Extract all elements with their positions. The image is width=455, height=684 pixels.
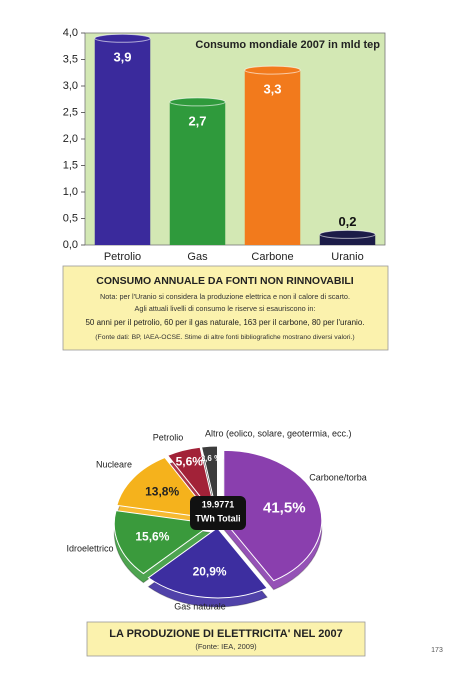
center-label: 19.9771 xyxy=(202,499,235,509)
slice xyxy=(147,527,268,599)
value-label: 2,7 xyxy=(188,113,206,128)
value-label: 0,2 xyxy=(338,214,356,229)
y-tick-label: 2,0 xyxy=(63,133,78,145)
caption-title: LA PRODUZIONE DI ELETTRICITA' NEL 2007 xyxy=(109,628,342,640)
caption-note: Nota: per l'Uranio si considera la produ… xyxy=(100,292,350,301)
bar-top xyxy=(319,229,376,239)
bar xyxy=(319,234,376,245)
y-tick-label: 3,5 xyxy=(63,53,78,65)
value-label: 13,8% xyxy=(145,485,179,499)
y-tick-label: 2,5 xyxy=(63,106,78,118)
slice xyxy=(113,510,214,575)
caption-box xyxy=(62,265,389,351)
chart-title: Consumo mondiale 2007 in mld tep xyxy=(195,39,380,51)
y-tick-label: 1,0 xyxy=(63,186,78,198)
center-label: TWh Totali xyxy=(195,513,240,523)
category-label: Altro (eolico, solare, geotermia, ecc.) xyxy=(205,428,352,438)
category-label: Petrolio xyxy=(153,432,184,442)
caption-box xyxy=(86,621,366,657)
caption-note: Agli attuali livelli di consumo le riser… xyxy=(135,304,316,313)
x-tick-label: Carbone xyxy=(251,251,293,263)
bar-top xyxy=(94,33,151,43)
value-label: 41,5% xyxy=(263,500,306,517)
category-label: Gas naturale xyxy=(174,601,226,611)
center-box xyxy=(190,496,246,530)
bar xyxy=(94,38,151,245)
category-label: Carbone/torba xyxy=(309,472,367,482)
page-number: 173 xyxy=(431,647,443,654)
bar-top xyxy=(169,97,226,107)
caption-note: (Fonte: IEA, 2009) xyxy=(195,642,257,651)
bar-top xyxy=(244,65,301,75)
x-tick-label: Uranio xyxy=(331,251,363,263)
value-label: 15,6% xyxy=(135,529,169,543)
value-label: 2,6 % xyxy=(201,454,221,463)
slice xyxy=(223,449,323,582)
x-tick-label: Petrolio xyxy=(104,251,141,263)
y-tick-label: 3,0 xyxy=(63,80,78,92)
y-tick-label: 0,5 xyxy=(63,212,78,224)
y-tick-label: 1,5 xyxy=(63,159,78,171)
bar xyxy=(169,101,226,246)
bar xyxy=(244,70,301,245)
category-label: Idroelettrico xyxy=(66,543,113,553)
slice xyxy=(116,456,215,520)
value-label: 5,6% xyxy=(176,454,204,468)
caption-note: (Fonte dati: BP, IAEA-OCSE. Stime di alt… xyxy=(95,334,354,341)
value-label: 3,9 xyxy=(113,50,131,65)
value-label: 3,3 xyxy=(263,82,281,97)
category-label: Nucleare xyxy=(96,459,132,469)
x-tick-label: Gas xyxy=(187,251,208,263)
y-tick-label: 0,0 xyxy=(63,239,78,251)
value-label: 20,9% xyxy=(193,565,227,579)
y-tick-label: 4,0 xyxy=(63,27,78,39)
caption-note: 50 anni per il petrolio, 60 per il gas n… xyxy=(85,318,364,327)
caption-title: CONSUMO ANNUALE DA FONTI NON RINNOVABILI xyxy=(96,275,354,287)
